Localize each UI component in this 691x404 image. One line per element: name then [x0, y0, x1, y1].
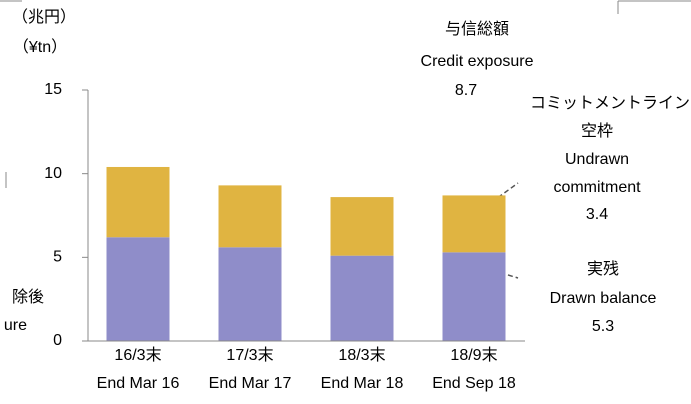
y-tick-label: 15: [44, 81, 62, 98]
annotation: 除後: [12, 288, 44, 306]
x-tick-label: 18/3末: [338, 346, 385, 364]
annotation: Undrawn: [565, 151, 629, 168]
bar-segment: [218, 247, 282, 341]
x-tick-label: End Sep 18: [432, 375, 516, 392]
x-tick-label: 17/3末: [226, 346, 273, 364]
annotation: Drawn balance: [550, 290, 657, 307]
unit-label: （¥tn）: [13, 38, 67, 56]
x-tick-label: End Mar 18: [321, 375, 404, 392]
bar-segment: [106, 166, 170, 238]
y-tick-label: 5: [53, 249, 62, 266]
annotation: Credit exposure: [421, 53, 534, 70]
leader-line: [484, 182, 519, 208]
x-tick-label: End Mar 16: [97, 375, 180, 392]
y-tick-label: 10: [44, 165, 62, 182]
x-tick-label: End Mar 17: [209, 375, 292, 392]
annotation: コミットメントライン: [530, 95, 690, 112]
x-tick-label: 16/3末: [114, 346, 161, 364]
bar-segment: [442, 252, 506, 341]
annotation: 空枠: [581, 122, 613, 140]
annotation: 与信総額: [445, 20, 509, 38]
bar-segment: [330, 197, 394, 256]
bar-segment: [330, 255, 394, 341]
bar-segment: [218, 185, 282, 248]
annotation: commitment: [553, 179, 641, 196]
annotation: 実残: [587, 260, 619, 278]
annotation: 5.3: [592, 318, 614, 335]
bar-segment: [442, 195, 506, 253]
annotation: 3.4: [586, 206, 608, 223]
x-tick-label: 18/9末: [450, 346, 497, 364]
bar-segment: [106, 237, 170, 341]
y-tick-label: 0: [53, 332, 62, 349]
annotation: ure: [4, 317, 27, 334]
annotation: 8.7: [455, 82, 477, 99]
unit-label: （兆円）: [12, 8, 76, 26]
